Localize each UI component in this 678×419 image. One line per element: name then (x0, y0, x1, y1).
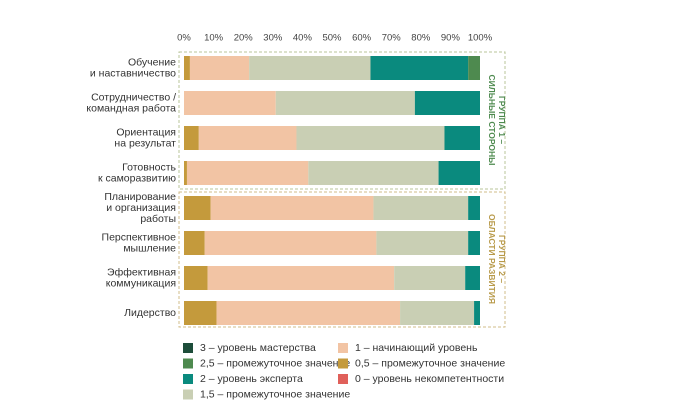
x-tick-label: 80% (411, 33, 431, 44)
bar-segment (198, 126, 297, 150)
bar-segment (438, 161, 480, 185)
legend-label: 0 – уровень некомпетентности (355, 373, 504, 385)
bar-segment (444, 126, 480, 150)
bar-segment (370, 56, 469, 80)
legend-swatch (338, 358, 348, 369)
category-label: к саморазвитию (98, 172, 176, 184)
bar-segment (210, 196, 374, 220)
legend-swatch (183, 389, 193, 400)
legend-swatch (183, 374, 193, 384)
legend-swatch (338, 374, 348, 384)
bar-segment (400, 301, 475, 325)
category-label: Сотрудничество / (91, 91, 176, 103)
bar-segment (414, 91, 480, 115)
group-label: ГРУППА 2 – (497, 235, 507, 283)
bar-segment (474, 301, 480, 325)
bar-segment (376, 231, 469, 255)
bar-segment (207, 266, 395, 290)
bar-segment (468, 231, 480, 255)
bar-segment (184, 161, 187, 185)
legend-label: 1,5 – промежуточное значение (200, 388, 350, 400)
category-label: работы (140, 213, 176, 225)
x-tick-label: 30% (263, 33, 283, 44)
x-tick-label: 60% (352, 33, 372, 44)
bar-segment (184, 266, 208, 290)
bar-segment (308, 161, 439, 185)
x-tick-label: 50% (322, 33, 342, 44)
category-label: Планирование (104, 191, 176, 203)
group-box (178, 191, 506, 328)
bar-segment (249, 56, 371, 80)
bar-segment (465, 266, 480, 290)
bar-segment (184, 91, 276, 115)
legend-label: 2,5 – промежуточное значение (200, 357, 350, 369)
bar-segment (184, 126, 199, 150)
category-label: и организация (106, 202, 176, 214)
bar-segment (394, 266, 466, 290)
bar-segment (184, 196, 211, 220)
group-label: ОБЛАСТИ РАЗВИТИЯ (487, 214, 497, 304)
x-tick-label: 100% (468, 33, 493, 44)
bar-segment (189, 56, 250, 80)
bar-segment (204, 231, 377, 255)
legend-swatch (183, 343, 193, 353)
group-label: ГРУППА 1 – (497, 96, 507, 144)
bar-segment (296, 126, 445, 150)
bar-segment (275, 91, 415, 115)
group-box (178, 51, 506, 190)
category-label: Лидерство (124, 307, 176, 319)
category-label: Перспективное (102, 231, 177, 243)
legend-label: 0,5 – промежуточное значение (355, 357, 505, 369)
bar-segment (468, 56, 480, 80)
legend-label: 3 – уровень мастерства (200, 342, 316, 354)
category-label: Готовность (122, 161, 176, 173)
x-tick-label: 40% (293, 33, 313, 44)
x-tick-label: 20% (234, 33, 254, 44)
category-label: Ориентация (116, 126, 176, 138)
x-tick-label: 10% (204, 33, 224, 44)
bar-segment (184, 56, 190, 80)
legend-label: 1 – начинающий уровень (355, 342, 478, 354)
bar-segment (186, 161, 309, 185)
category-label: командная работа (86, 102, 176, 114)
legend-swatch (338, 343, 348, 353)
x-tick-label: 0% (177, 33, 191, 44)
legend-label: 2 – уровень эксперта (200, 373, 303, 385)
category-label: на результат (114, 137, 176, 149)
bar-segment (184, 231, 205, 255)
x-tick-label: 70% (382, 33, 402, 44)
category-label: коммуникация (106, 277, 176, 289)
bar-segment (184, 301, 217, 325)
x-tick-label: 90% (441, 33, 461, 44)
group-label: СИЛЬНЫЕ СТОРОНЫ (487, 75, 497, 166)
category-label: мышление (123, 242, 176, 254)
category-label: Обучение (128, 56, 176, 68)
category-label: Эффективная (107, 266, 176, 278)
category-label: и наставничество (90, 67, 176, 79)
bar-segment (468, 196, 480, 220)
bar-segment (373, 196, 469, 220)
bar-segment (216, 301, 401, 325)
legend-swatch (183, 358, 193, 369)
